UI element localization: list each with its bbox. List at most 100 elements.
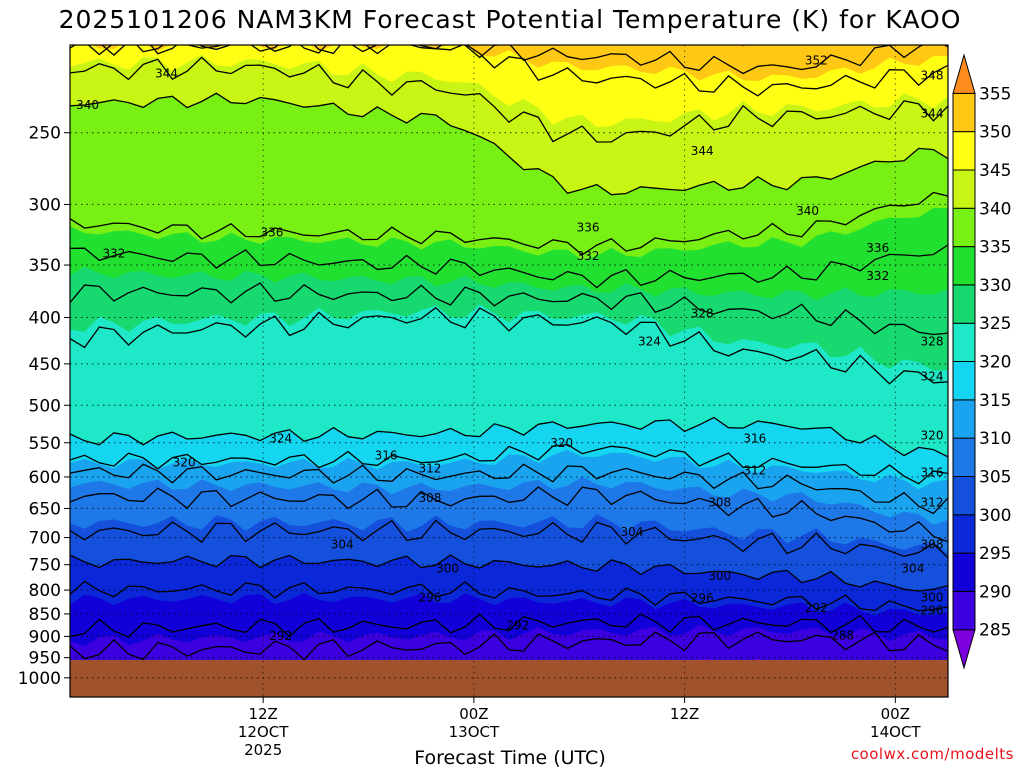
contour-line-292 [70, 613, 948, 638]
contour-label: 292 [506, 618, 529, 632]
x-axis-label: Forecast Time (UTC) [414, 747, 605, 768]
contour-line-324 [70, 306, 948, 385]
y-axis: 2503003504004505005506006507007508008509… [18, 124, 70, 689]
contour-label: 340 [76, 98, 99, 112]
contour-label: 300 [708, 569, 731, 583]
y-tick-label: 550 [29, 434, 61, 454]
contour-label: 320 [550, 436, 573, 450]
contour-label: 300 [436, 561, 459, 575]
contour-line-328 [70, 282, 948, 336]
colorbar: 285 290 295 300 305 310 315 320 325 330 335 340 345 3… [952, 53, 1011, 670]
contour-label: 308 [921, 537, 944, 551]
x-tick-label: 13OCT [449, 723, 500, 741]
contour-line-300 [70, 554, 948, 592]
colorbar-tick-label: 290 [979, 582, 1011, 602]
contour-label: 308 [419, 491, 442, 505]
contour-label: 332 [577, 249, 600, 263]
colorbar-segment [952, 475, 976, 516]
colorbar-tick-label: 345 [979, 161, 1011, 181]
contour-label: 316 [375, 448, 398, 462]
contour-label: 344 [921, 106, 944, 120]
contour-label: 332 [102, 247, 125, 261]
y-tick-label: 500 [29, 396, 61, 416]
y-tick-label: 400 [29, 309, 61, 329]
colorbar-tick-label: 315 [979, 391, 1011, 411]
colorbar-segment [952, 514, 976, 554]
contour-line-348 [70, 45, 948, 97]
contour-line-340 [70, 92, 948, 196]
contour-label: 324 [269, 431, 292, 445]
contour-line-296 [70, 580, 948, 612]
contour-line-308 [70, 486, 948, 543]
colorbar-segment [952, 131, 976, 171]
credit-text: coolwx.com/modelts [851, 745, 1014, 763]
contour-label: 348 [921, 68, 944, 82]
colorbar-segment [952, 53, 976, 94]
contour-line-304 [70, 519, 948, 559]
y-tick-label: 850 [29, 605, 61, 625]
band-above-350 [70, 45, 948, 82]
y-tick-label: 300 [29, 195, 61, 215]
x-tick-label: 12OCT [238, 723, 289, 741]
contour-label: 312 [419, 461, 442, 475]
contour-label: 296 [419, 590, 442, 604]
contour-label: 336 [866, 241, 889, 255]
contour-lines [70, 45, 948, 661]
colorbar-segment [952, 590, 976, 631]
contour-label: 308 [708, 495, 731, 509]
contour-label: 292 [269, 629, 292, 643]
x-tick-label: 12Z [670, 705, 699, 723]
contour-label: 312 [743, 463, 766, 477]
colorbar-tick-label: 355 [979, 84, 1011, 104]
colorbar-segment [952, 322, 976, 362]
contour-line-288 [70, 631, 948, 661]
contour-label: 344 [691, 144, 714, 158]
gridlines [70, 45, 948, 697]
contour-label: 320 [173, 455, 196, 469]
colorbar-segment [952, 437, 976, 477]
x-tick-label: 00Z [881, 705, 910, 723]
y-tick-label: 950 [29, 649, 61, 669]
x-tick-label: 00Z [459, 705, 488, 723]
x-tick-label: 12Z [248, 705, 277, 723]
contour-label: 292 [805, 601, 828, 615]
contour-label: 296 [921, 604, 944, 618]
colorbar-tick-label: 285 [979, 621, 1011, 641]
colorbar-segment [952, 361, 976, 401]
colorbar-tick-label: 325 [979, 314, 1011, 334]
contour-label: 312 [921, 495, 944, 509]
colorbar-segment [952, 399, 976, 439]
y-tick-label: 800 [29, 581, 61, 601]
colorbar-segment [952, 246, 976, 286]
y-tick-label: 650 [29, 499, 61, 519]
plot-area: 344 340 336 332 336 332 344 352 348 344 340 336 332 3… [69, 44, 949, 698]
contour-label: 300 [921, 590, 944, 604]
contour-label: 304 [331, 537, 354, 551]
y-tick-label: 350 [29, 256, 61, 276]
colorbar-segment [952, 629, 976, 670]
y-tick-label: 900 [29, 627, 61, 647]
contour-label: 316 [921, 465, 944, 479]
y-tick-label: 750 [29, 556, 61, 576]
contour-line-316 [70, 443, 948, 485]
contour-label: 296 [691, 591, 714, 605]
contour-line-332 [70, 244, 948, 289]
x-tick-label: 14OCT [870, 723, 921, 741]
contour-label: 332 [866, 269, 889, 283]
colorbar-segment [952, 169, 976, 209]
y-tick-label: 600 [29, 468, 61, 488]
plot-frame [69, 44, 949, 698]
contour-label: 344 [155, 66, 178, 80]
contour-line-336 [70, 191, 948, 256]
contour-line-312 [70, 463, 948, 515]
colorbar-segment [952, 92, 976, 133]
colorbar-segment [952, 207, 976, 248]
contour-line-320 [70, 416, 948, 458]
colorbar-tick-label: 305 [979, 467, 1011, 487]
colorbar-tick-label: 335 [979, 238, 1011, 258]
contour-label: 340 [796, 204, 819, 218]
contour-label: 288 [831, 629, 854, 643]
contour-label: 336 [577, 220, 600, 234]
contour-label: 316 [743, 431, 766, 445]
